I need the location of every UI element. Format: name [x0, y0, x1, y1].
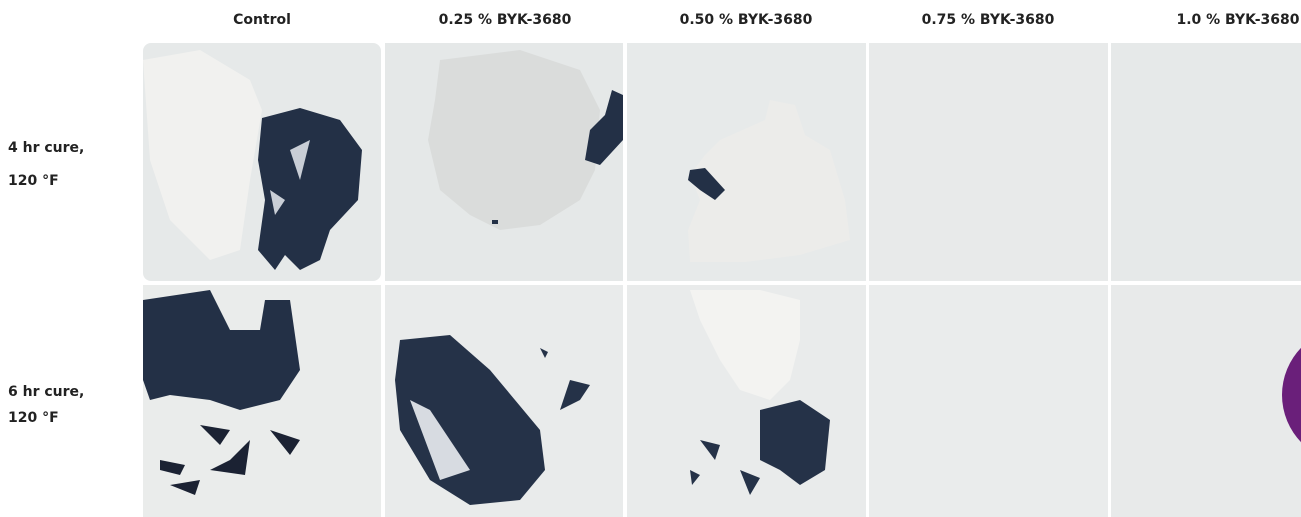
photo: [143, 43, 381, 281]
column-header: 0.75 % BYK-3680: [922, 12, 1055, 28]
column-header: 0.50 % BYK-3680: [680, 12, 813, 28]
photo: [869, 285, 1108, 517]
photo: [143, 285, 381, 517]
row-label: 4 hr cure,: [8, 140, 84, 156]
photo: [1111, 285, 1301, 517]
photo: [385, 43, 623, 281]
row-label: 6 hr cure,: [8, 384, 84, 400]
photo: [385, 285, 623, 517]
column-header: 1.0 % BYK-3680: [1176, 12, 1299, 28]
photo: [1111, 43, 1301, 281]
column-header: 0.25 % BYK-3680: [439, 12, 572, 28]
column-header: Control: [233, 12, 291, 28]
row-label: 120 °F: [8, 410, 59, 426]
photo: [869, 43, 1108, 281]
photo: [627, 43, 866, 281]
row-label: 120 °F: [8, 173, 59, 189]
photo: [627, 285, 866, 517]
